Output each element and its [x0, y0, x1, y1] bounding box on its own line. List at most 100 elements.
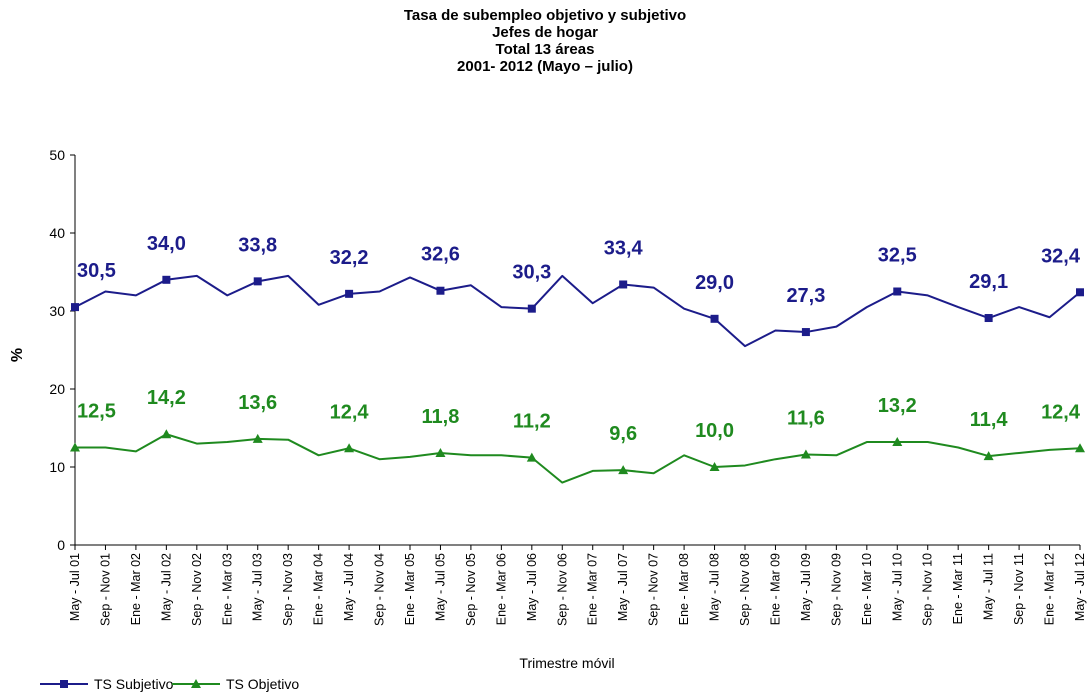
marker	[162, 275, 171, 284]
value-label: 11,2	[513, 411, 551, 433]
value-label: 14,2	[147, 387, 186, 409]
marker	[709, 462, 720, 471]
series-line	[74, 274, 1081, 348]
chart-title: Total 13 áreas	[496, 41, 595, 58]
value-label: 32,6	[421, 244, 460, 266]
marker	[1075, 443, 1085, 453]
marker	[619, 280, 628, 289]
value-label: 11,4	[970, 409, 1009, 431]
x-tick-label: Ene - Mar 07	[586, 553, 600, 625]
x-tick-label: Ene - Mar 05	[403, 553, 417, 625]
y-tick-label: 20	[49, 381, 65, 397]
marker	[710, 314, 719, 323]
marker	[984, 314, 993, 323]
marker	[344, 443, 355, 453]
value-label: 27,3	[786, 285, 825, 307]
marker	[253, 277, 262, 286]
x-tick-label: Sep - Nov 07	[647, 553, 661, 626]
x-axis-title: Trimestre móvil	[519, 655, 614, 671]
value-label: 11,8	[422, 406, 460, 428]
x-tick-label: Sep - Nov 04	[373, 553, 387, 626]
x-tick-label: Sep - Nov 09	[829, 553, 843, 626]
value-label: 10,0	[695, 420, 734, 442]
marker	[983, 451, 994, 461]
x-tick-label: Ene - Mar 12	[1043, 553, 1057, 625]
value-label: 13,2	[878, 395, 917, 417]
x-tick-label: Ene - Mar 09	[768, 553, 782, 625]
value-label: 9,6	[609, 423, 637, 445]
value-label: 11,6	[787, 408, 825, 430]
x-tick-label: Ene - Mar 03	[220, 553, 234, 625]
value-label: 29,1	[969, 271, 1008, 293]
legend-label: TS Objetivo	[226, 676, 299, 692]
x-tick-label: Sep - Nov 10	[921, 553, 935, 626]
value-label: 12,4	[1041, 401, 1081, 423]
marker	[527, 304, 536, 313]
value-label: 33,4	[604, 237, 644, 259]
value-label: 32,4	[1041, 245, 1081, 267]
chart-title: Tasa de subempleo objetivo y subjetivo	[404, 7, 686, 24]
marker	[161, 429, 172, 439]
y-tick-label: 40	[49, 225, 65, 241]
marker	[800, 449, 811, 459]
x-tick-label: Sep - Nov 08	[738, 553, 752, 626]
marker	[893, 287, 902, 296]
x-tick-label: Ene - Mar 10	[860, 553, 874, 625]
y-tick-label: 0	[57, 537, 65, 553]
chart-title: 2001- 2012 (Mayo – julio)	[457, 58, 633, 75]
value-label: 32,5	[878, 245, 917, 267]
value-label: 30,3	[512, 262, 551, 284]
value-label: 12,5	[77, 401, 116, 423]
value-label: 13,6	[238, 392, 277, 414]
marker	[191, 679, 201, 688]
x-tick-label: Sep - Nov 05	[464, 553, 478, 626]
value-label: 12,4	[330, 401, 370, 423]
x-tick-label: May - Jul 10	[890, 553, 904, 621]
x-tick-label: May - Jul 03	[251, 553, 265, 621]
x-tick-label: Ene - Mar 06	[494, 553, 508, 625]
marker	[60, 680, 68, 688]
series-line	[75, 433, 1081, 484]
x-tick-label: May - Jul 08	[708, 553, 722, 621]
marker	[70, 442, 80, 452]
chart-title: Jefes de hogar	[492, 24, 598, 41]
x-tick-label: May - Jul 04	[342, 553, 356, 621]
marker	[345, 289, 354, 298]
x-tick-label: May - Jul 05	[433, 553, 447, 621]
marker	[526, 452, 537, 462]
x-tick-label: May - Jul 09	[799, 553, 813, 621]
marker	[436, 286, 445, 295]
value-label: 33,8	[238, 234, 277, 256]
value-label: 29,0	[695, 272, 734, 294]
value-label: 30,5	[77, 260, 116, 282]
x-tick-label: May - Jul 12	[1073, 553, 1087, 621]
x-tick-label: Sep - Nov 06	[555, 553, 569, 626]
marker	[71, 303, 79, 312]
x-tick-label: Sep - Nov 11	[1012, 553, 1026, 625]
y-tick-label: 50	[49, 147, 65, 163]
marker	[1076, 288, 1084, 297]
marker	[892, 437, 903, 447]
x-tick-label: May - Jul 07	[616, 553, 630, 621]
legend-label: TS Subjetivo	[94, 676, 174, 692]
x-tick-label: Sep - Nov 02	[190, 553, 204, 626]
value-label: 32,2	[330, 247, 369, 269]
x-tick-label: May - Jul 01	[68, 553, 82, 621]
y-axis-title: %	[9, 348, 26, 362]
x-tick-label: Sep - Nov 01	[98, 553, 112, 626]
x-tick-label: Ene - Mar 04	[312, 553, 326, 625]
x-tick-label: May - Jul 11	[982, 553, 996, 620]
marker	[801, 328, 810, 337]
marker	[435, 447, 446, 457]
x-tick-label: Ene - Mar 11	[951, 553, 965, 624]
value-label: 34,0	[147, 233, 186, 255]
x-tick-label: Ene - Mar 08	[677, 553, 691, 625]
x-tick-label: May - Jul 06	[525, 553, 539, 621]
y-tick-label: 10	[49, 459, 65, 475]
marker	[252, 433, 263, 443]
marker	[618, 465, 629, 475]
y-tick-label: 30	[49, 303, 65, 319]
x-tick-label: May - Jul 02	[159, 553, 173, 621]
